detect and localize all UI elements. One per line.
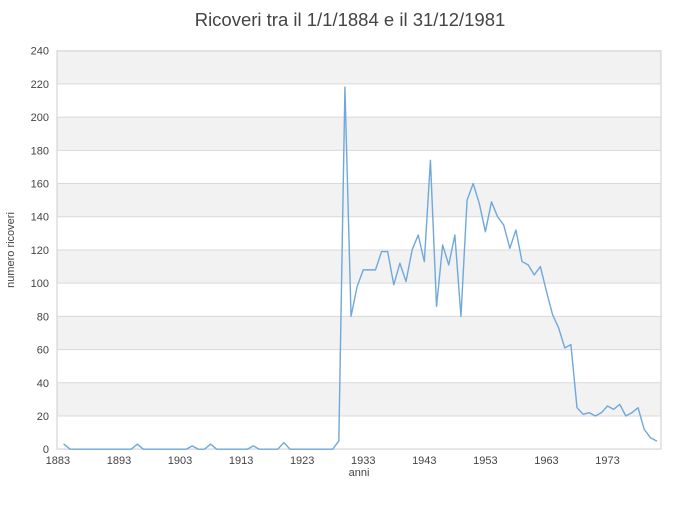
svg-text:140: 140 bbox=[31, 212, 49, 224]
svg-text:1943: 1943 bbox=[412, 455, 436, 467]
svg-text:1913: 1913 bbox=[229, 455, 253, 467]
svg-text:1953: 1953 bbox=[473, 455, 497, 467]
svg-text:60: 60 bbox=[37, 345, 49, 357]
svg-text:numero ricoveri: numero ricoveri bbox=[5, 212, 17, 288]
svg-text:1923: 1923 bbox=[290, 455, 314, 467]
svg-text:1933: 1933 bbox=[351, 455, 375, 467]
svg-text:anni: anni bbox=[349, 467, 370, 479]
svg-text:100: 100 bbox=[31, 278, 49, 290]
svg-text:180: 180 bbox=[31, 145, 49, 157]
svg-text:160: 160 bbox=[31, 179, 49, 191]
svg-text:1893: 1893 bbox=[107, 455, 131, 467]
svg-text:1963: 1963 bbox=[534, 455, 558, 467]
svg-text:40: 40 bbox=[37, 378, 49, 390]
svg-text:120: 120 bbox=[31, 245, 49, 257]
svg-text:240: 240 bbox=[31, 46, 49, 58]
svg-text:220: 220 bbox=[31, 79, 49, 91]
svg-text:1973: 1973 bbox=[595, 455, 619, 467]
svg-text:200: 200 bbox=[31, 112, 49, 124]
svg-text:20: 20 bbox=[37, 411, 49, 423]
svg-text:1883: 1883 bbox=[46, 455, 70, 467]
svg-text:80: 80 bbox=[37, 311, 49, 323]
svg-text:1903: 1903 bbox=[168, 455, 192, 467]
